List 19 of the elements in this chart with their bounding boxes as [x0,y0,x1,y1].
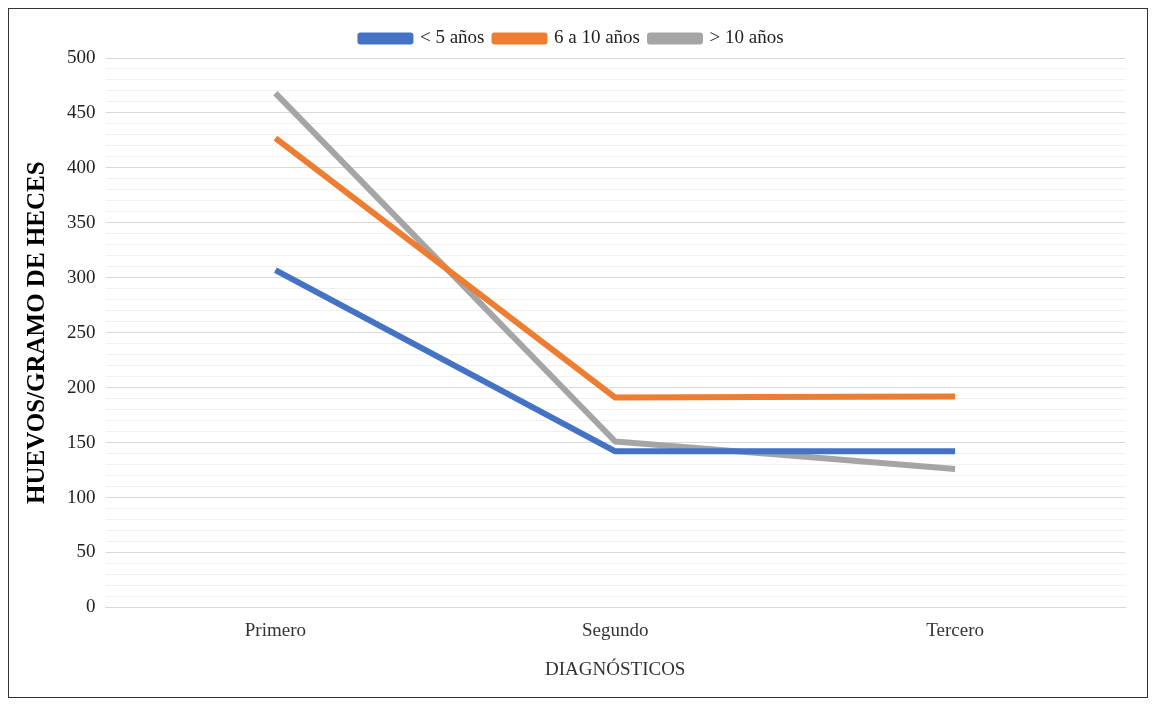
y-tick-label: 50 [76,540,96,562]
y-tick-label: 0 [86,595,96,617]
legend-label: 6 a 10 años [553,26,641,48]
x-tick-label: Primero [244,618,307,640]
y-tick-label: 200 [67,375,96,397]
legend-label: > 10 años [709,26,784,48]
x-axis-title: DIAGNÓSTICOS [545,657,686,679]
y-tick-label: 350 [67,210,96,232]
legend-label: < 5 años [419,26,485,48]
x-tick-label: Tercero [926,618,984,640]
y-tick-label: 450 [67,100,96,122]
x-tick-label: Segundo [582,618,649,640]
y-tick-label: 500 [67,45,96,67]
y-tick-label: 250 [67,320,96,342]
y-tick-label: 400 [67,155,96,177]
y-tick-label: 100 [67,485,96,507]
y-axis-title: HUEVOS/GRAMO DE HECES [22,161,50,504]
y-tick-label: 150 [67,430,96,452]
y-tick-label: 300 [67,265,96,287]
